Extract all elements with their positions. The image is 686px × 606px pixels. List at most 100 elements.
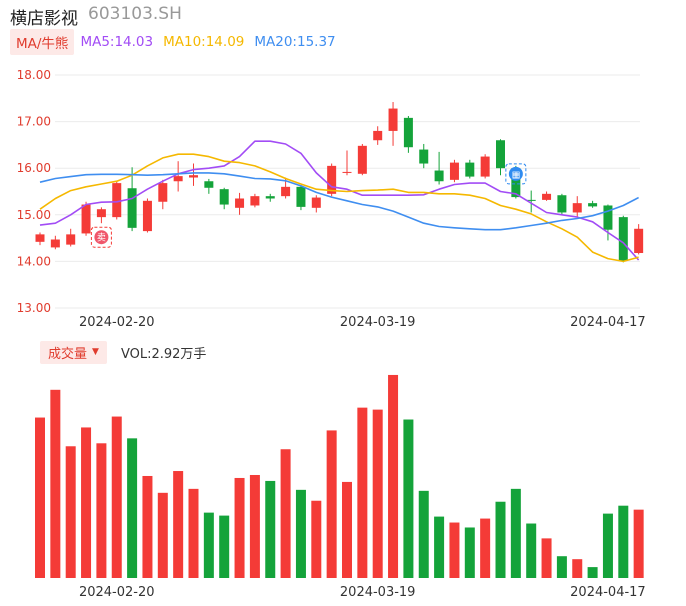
volume-bar bbox=[35, 417, 45, 578]
candle-body bbox=[66, 234, 76, 245]
candle-body bbox=[572, 203, 582, 213]
volume-bar bbox=[510, 488, 521, 578]
volume-date-label: 2024-03-19 bbox=[340, 585, 416, 600]
candle-body bbox=[388, 108, 398, 131]
candle-body bbox=[342, 171, 352, 173]
volume-bar bbox=[480, 518, 491, 578]
volume-date-label: 2024-02-20 bbox=[79, 585, 155, 600]
volume-bar bbox=[142, 475, 153, 578]
volume-bar bbox=[295, 489, 306, 578]
volume-bar bbox=[618, 505, 629, 578]
candle-body bbox=[588, 203, 598, 207]
ma5-line bbox=[39, 140, 640, 261]
candle-body bbox=[142, 200, 152, 232]
candle-body bbox=[173, 176, 183, 182]
candle-body bbox=[511, 168, 521, 198]
volume-bar bbox=[342, 481, 352, 578]
price-date-label: 2024-04-17 bbox=[570, 315, 646, 330]
volume-date-label: 2024-04-17 bbox=[570, 585, 646, 600]
ma-legend: MA/牛熊 MA5:14.03 MA10:14.09 MA20:15.37 bbox=[10, 29, 346, 55]
volume-value: VOL:2.92万手 bbox=[120, 346, 207, 362]
volume-bar bbox=[311, 500, 322, 578]
volume-bar bbox=[50, 389, 61, 578]
price-tick-label: 13.00 bbox=[17, 301, 51, 315]
candle-body bbox=[603, 205, 613, 230]
volume-bar bbox=[449, 522, 460, 578]
candle-body bbox=[35, 234, 45, 242]
ma10-legend: MA10:14.09 bbox=[163, 34, 245, 50]
volume-bar bbox=[326, 430, 337, 578]
volume-bar bbox=[127, 438, 138, 578]
candle-body bbox=[480, 156, 490, 177]
candle-body bbox=[357, 145, 367, 174]
volume-bar bbox=[403, 419, 414, 578]
volume-bar bbox=[203, 512, 214, 578]
volume-bar bbox=[541, 538, 552, 578]
candle-body bbox=[403, 117, 413, 148]
volume-bar bbox=[173, 471, 184, 578]
volume-bar bbox=[234, 477, 245, 578]
candle-body bbox=[327, 165, 337, 194]
candle-body bbox=[81, 204, 91, 234]
volume-bar bbox=[81, 427, 92, 578]
info-marker-frame bbox=[505, 163, 527, 185]
price-tick-label: 15.00 bbox=[17, 208, 51, 222]
candle-body bbox=[296, 186, 306, 207]
ma-indicator-tab[interactable]: MA/牛熊 bbox=[10, 29, 75, 55]
candle-body bbox=[542, 193, 552, 200]
volume-bar bbox=[96, 443, 107, 578]
info-marker-glyph: ▦ bbox=[512, 170, 521, 180]
candle-body bbox=[235, 198, 245, 208]
candle-body bbox=[449, 162, 459, 180]
candle-body bbox=[496, 140, 505, 169]
candle-body bbox=[127, 188, 137, 228]
candle-body bbox=[434, 170, 444, 182]
ma5-legend: MA5:14.03 bbox=[80, 34, 154, 50]
stock-code: 603103.SH bbox=[88, 4, 182, 24]
candle-body bbox=[557, 195, 567, 213]
candle-body bbox=[419, 149, 429, 164]
volume-legend: 成交量 ▼ VOL:2.92万手 bbox=[40, 340, 207, 364]
volume-bar bbox=[111, 416, 122, 578]
volume-indicator-tab[interactable]: 成交量 ▼ bbox=[40, 340, 107, 364]
volume-bar bbox=[434, 516, 445, 578]
stock-name: 横店影视 bbox=[10, 9, 78, 29]
candle-body bbox=[265, 196, 275, 199]
volume-bar bbox=[249, 474, 260, 578]
volume-bar bbox=[495, 501, 506, 578]
volume-bar bbox=[157, 492, 168, 578]
price-date-label: 2024-03-19 bbox=[340, 315, 416, 330]
volume-bar bbox=[219, 515, 230, 578]
volume-bar bbox=[65, 446, 76, 578]
ma20-line bbox=[39, 172, 639, 231]
candle-body bbox=[250, 196, 260, 206]
volume-bar bbox=[280, 449, 291, 578]
candle-body bbox=[204, 181, 214, 188]
candle-body bbox=[618, 217, 628, 261]
signal-marker-frame bbox=[90, 226, 112, 248]
info-marker-badge bbox=[508, 166, 523, 181]
volume-bar bbox=[526, 523, 537, 578]
volume-bar bbox=[602, 513, 613, 578]
candle-body bbox=[96, 209, 106, 218]
volume-bar bbox=[556, 556, 567, 578]
signal-marker-badge bbox=[94, 230, 109, 245]
volume-bar bbox=[418, 490, 429, 578]
price-tick-label: 17.00 bbox=[17, 115, 51, 129]
volume-bar bbox=[265, 480, 276, 578]
candle-body bbox=[311, 197, 321, 208]
volume-bar bbox=[633, 509, 644, 578]
volume-bar bbox=[587, 567, 598, 578]
volume-bar bbox=[388, 374, 399, 578]
candle-body bbox=[158, 183, 168, 202]
candle-body bbox=[50, 239, 60, 248]
candle-body bbox=[189, 175, 198, 178]
price-tick-label: 16.00 bbox=[17, 161, 51, 175]
volume-bar bbox=[572, 559, 583, 578]
candle-body bbox=[634, 228, 644, 254]
signal-marker-glyph: 卖 bbox=[97, 233, 106, 244]
candle-body bbox=[373, 130, 383, 141]
candle-body bbox=[281, 186, 291, 197]
volume-bar bbox=[357, 407, 368, 578]
